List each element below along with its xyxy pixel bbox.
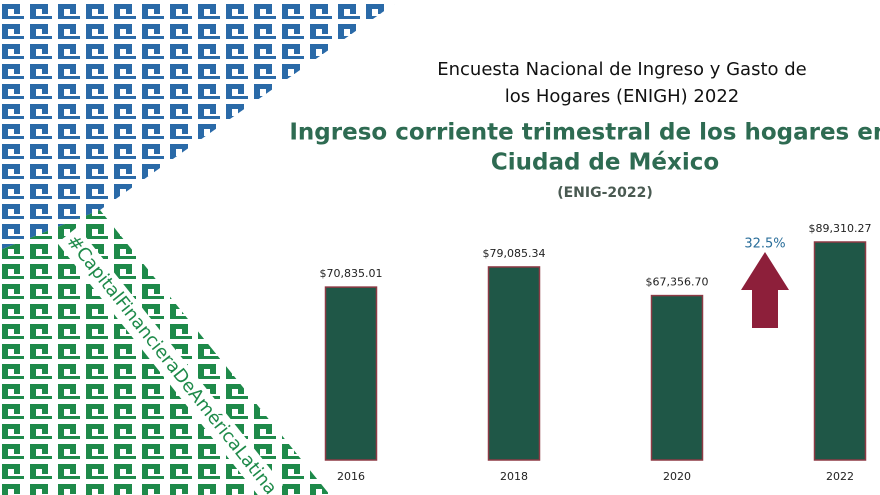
bar [813, 241, 867, 461]
subtitle-line: Ciudad de México [491, 150, 719, 176]
bar [324, 286, 378, 461]
subtitle-line: Ingreso corriente trimestral de los hoga… [289, 120, 880, 146]
title-line: los Hogares (ENIGH) 2022 [505, 86, 740, 107]
value-label: $67,356.70 [646, 276, 709, 289]
annotation: 32.5% [744, 237, 785, 252]
bar [487, 266, 541, 461]
source-note: (ENIG-2022) [557, 185, 653, 201]
title-line: Encuesta Nacional de Ingreso y Gasto de [437, 59, 807, 80]
bar [650, 294, 704, 461]
x-tick-label: 2018 [500, 470, 528, 483]
x-tick-label: 2022 [826, 470, 854, 483]
value-label: $79,085.34 [483, 247, 546, 260]
pattern-blue [0, 0, 400, 250]
increase-arrow [741, 252, 789, 328]
value-label: $70,835.01 [320, 267, 383, 280]
x-tick-label: 2016 [337, 470, 365, 483]
hashtag-band [57, 226, 284, 495]
x-tick-label: 2020 [663, 470, 691, 483]
value-label: $89,310.27 [809, 222, 872, 235]
